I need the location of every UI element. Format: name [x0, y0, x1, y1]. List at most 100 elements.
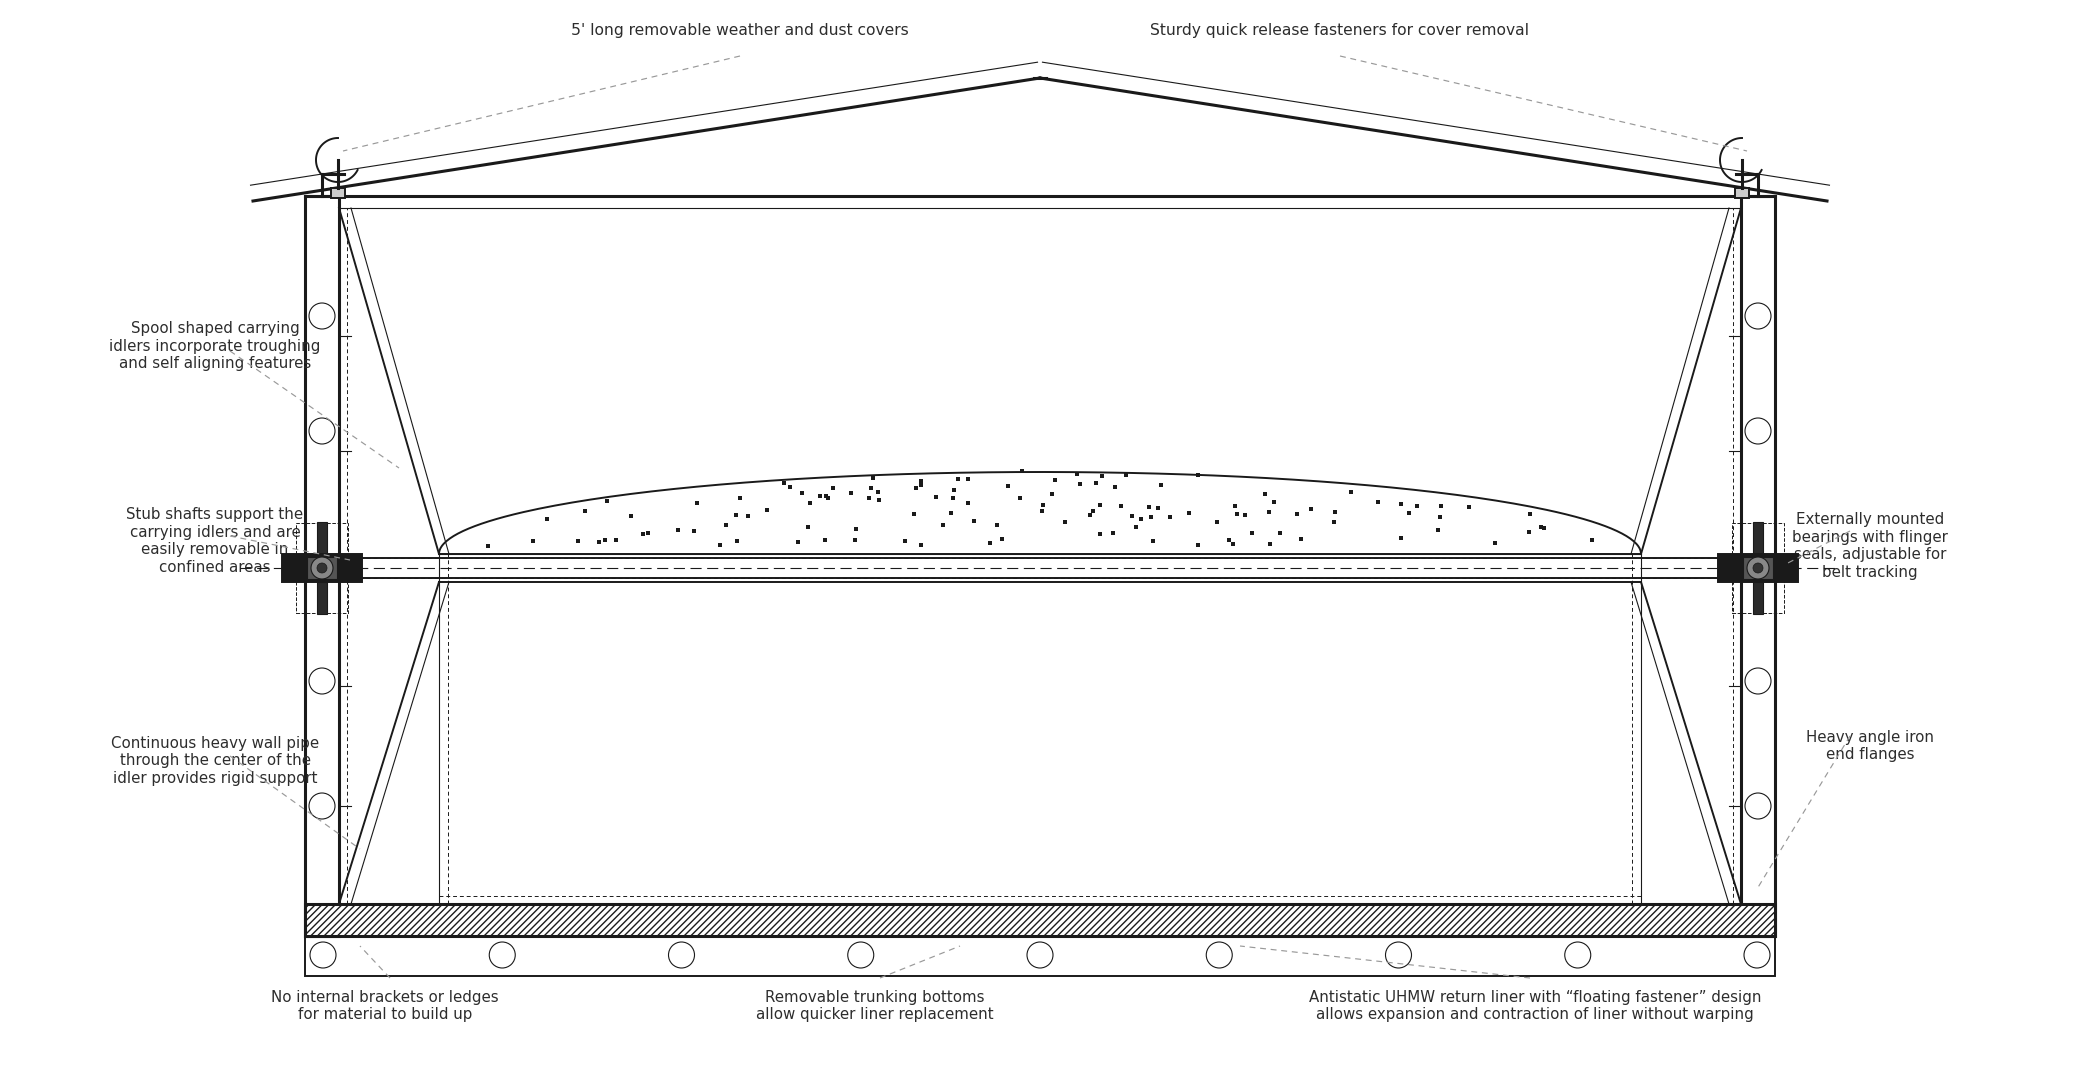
- Point: [626, 526, 659, 543]
- Point: [1281, 505, 1315, 522]
- Point: [661, 521, 695, 538]
- Point: [1084, 526, 1117, 543]
- Point: [1383, 529, 1416, 546]
- Bar: [1733, 523, 1785, 613]
- Circle shape: [1753, 563, 1764, 574]
- Point: [1527, 520, 1560, 537]
- Point: [632, 524, 666, 542]
- Bar: [295, 523, 347, 613]
- Bar: [306, 904, 1774, 936]
- Point: [888, 532, 921, 549]
- Point: [1181, 467, 1215, 484]
- Point: [472, 537, 505, 554]
- Text: Continuous heavy wall pipe
through the center of the
idler provides rigid suppor: Continuous heavy wall pipe through the c…: [110, 737, 318, 786]
- Text: Stub shafts support the
carrying idlers and are
easily removable in
confined are: Stub shafts support the carrying idlers …: [127, 507, 304, 575]
- Point: [1258, 494, 1292, 511]
- Point: [951, 470, 984, 487]
- Point: [1038, 472, 1071, 489]
- Point: [1263, 524, 1296, 542]
- Point: [1319, 503, 1352, 520]
- Text: Removable trunking bottoms
allow quicker liner replacement: Removable trunking bottoms allow quicker…: [757, 990, 994, 1022]
- Point: [1003, 489, 1036, 506]
- Point: [992, 478, 1025, 495]
- Point: [1236, 524, 1269, 542]
- Point: [1333, 484, 1367, 501]
- Bar: [306, 934, 1774, 976]
- Point: [1421, 521, 1454, 538]
- Point: [1425, 498, 1458, 515]
- Point: [1254, 535, 1288, 552]
- Point: [986, 530, 1019, 547]
- Point: [730, 507, 763, 524]
- Circle shape: [1564, 942, 1591, 968]
- Point: [1063, 475, 1096, 492]
- Point: [1136, 533, 1169, 550]
- Point: [938, 482, 971, 499]
- Circle shape: [310, 668, 335, 694]
- Point: [1073, 507, 1107, 524]
- Point: [591, 492, 624, 510]
- Circle shape: [316, 563, 327, 574]
- Point: [957, 512, 990, 529]
- Point: [1115, 507, 1148, 524]
- Point: [1283, 530, 1317, 547]
- Point: [1005, 462, 1038, 479]
- Point: [1084, 496, 1117, 513]
- Point: [1061, 466, 1094, 483]
- Point: [599, 532, 632, 549]
- Point: [1452, 498, 1485, 515]
- Point: [1400, 498, 1433, 515]
- Point: [516, 532, 549, 549]
- Point: [905, 472, 938, 489]
- Point: [724, 489, 757, 506]
- Point: [782, 534, 815, 551]
- Point: [951, 495, 984, 512]
- Point: [1514, 505, 1548, 522]
- Point: [614, 507, 647, 524]
- Bar: [306, 196, 339, 936]
- Point: [1575, 532, 1608, 549]
- Point: [1086, 468, 1119, 485]
- Point: [1123, 510, 1156, 527]
- Point: [1213, 531, 1246, 548]
- Point: [936, 489, 969, 506]
- Point: [562, 532, 595, 549]
- Point: [1104, 497, 1138, 514]
- Point: [1154, 508, 1188, 526]
- Point: [896, 505, 930, 522]
- Circle shape: [310, 303, 335, 329]
- Point: [1217, 535, 1250, 552]
- Point: [1134, 508, 1167, 526]
- Point: [861, 491, 894, 508]
- Bar: [331, 188, 345, 198]
- Point: [1248, 486, 1281, 503]
- Point: [1221, 505, 1254, 522]
- Text: Antistatic UHMW return liner with “floating fastener” design
allows expansion an: Antistatic UHMW return liner with “float…: [1308, 990, 1762, 1022]
- Point: [751, 502, 784, 519]
- Circle shape: [1743, 942, 1770, 968]
- Circle shape: [310, 793, 335, 819]
- Point: [838, 520, 872, 537]
- Point: [703, 536, 736, 553]
- Point: [1098, 479, 1132, 496]
- Bar: [1718, 554, 1797, 582]
- Point: [1479, 534, 1512, 551]
- Circle shape: [1747, 558, 1768, 579]
- Point: [1173, 504, 1206, 521]
- Point: [790, 518, 824, 535]
- Point: [530, 511, 564, 528]
- Point: [1142, 500, 1175, 517]
- Bar: [316, 522, 327, 554]
- Point: [855, 480, 888, 497]
- Point: [720, 533, 753, 550]
- Point: [905, 536, 938, 553]
- Point: [1036, 485, 1069, 502]
- Point: [1119, 519, 1152, 536]
- Circle shape: [1745, 418, 1770, 445]
- Bar: [283, 554, 362, 582]
- Point: [811, 489, 844, 506]
- Point: [774, 479, 807, 496]
- Circle shape: [310, 418, 335, 445]
- Point: [1392, 504, 1425, 521]
- Circle shape: [1028, 942, 1052, 968]
